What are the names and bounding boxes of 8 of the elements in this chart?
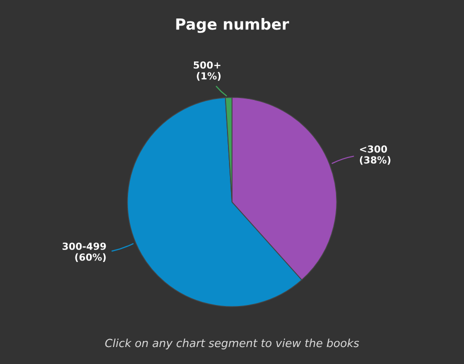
chart-title: Page number <box>176 18 290 33</box>
slice-label: <300 <box>360 145 388 153</box>
text: Click on any chart segment to view the books <box>105 338 359 350</box>
slice-label: 500+ <box>194 61 220 69</box>
data-label: (38%) <box>360 156 390 165</box>
slice-label: 300-499 <box>62 242 106 250</box>
data-label: (60%) <box>75 253 106 262</box>
data-label: (1%) <box>196 72 221 81</box>
